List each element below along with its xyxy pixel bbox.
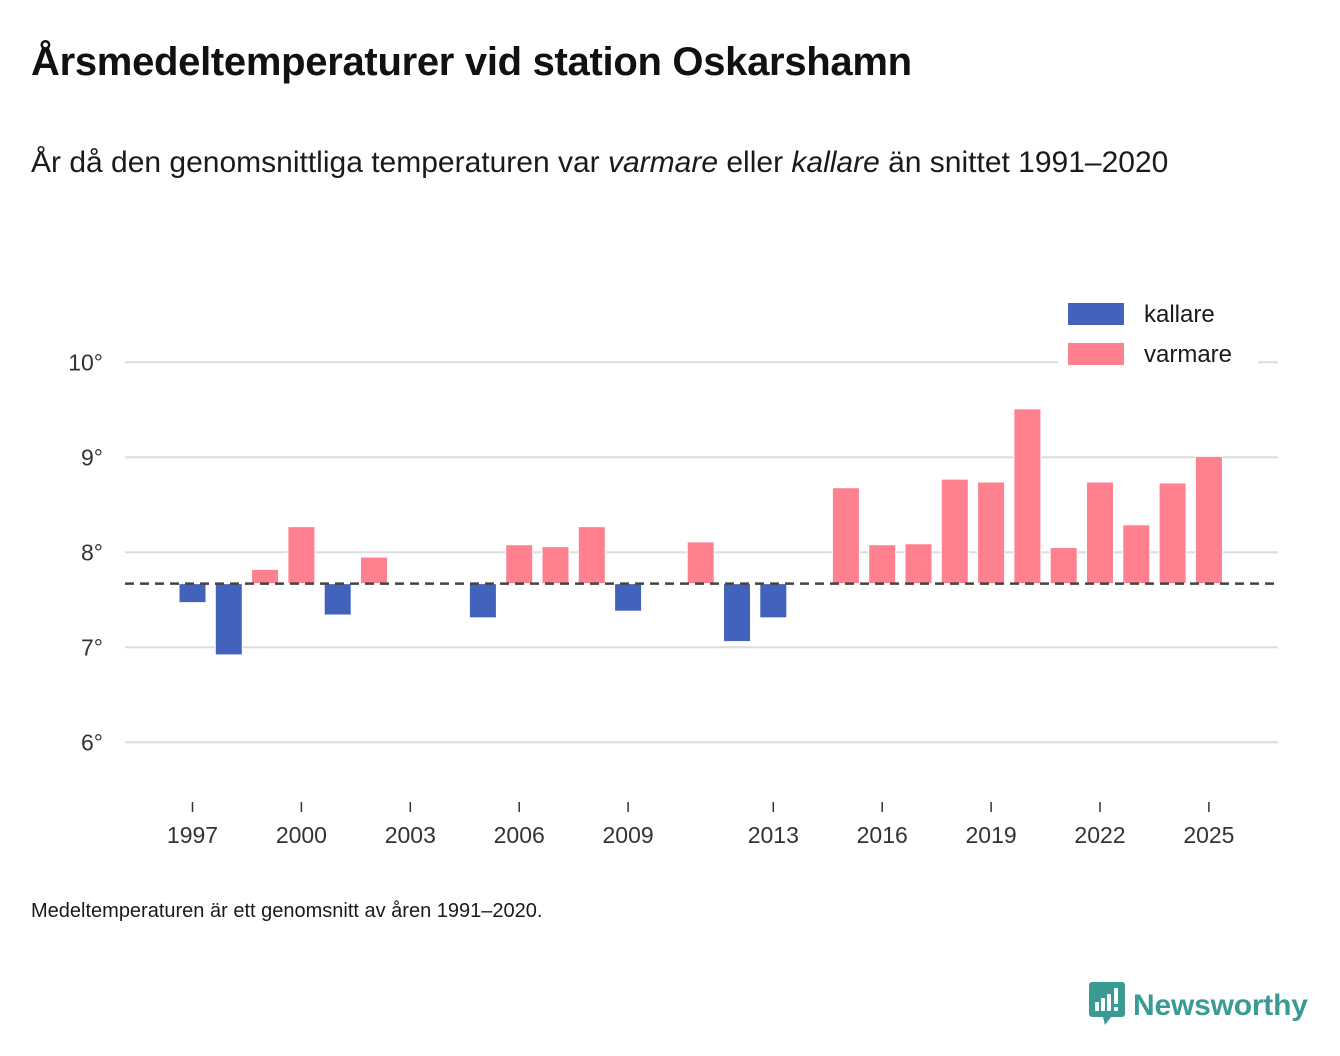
subtitle-warmer: varmare <box>608 146 719 179</box>
x-tick-label: 2019 <box>966 822 1017 848</box>
bar-2015 <box>831 487 860 585</box>
bar-2022 <box>1086 481 1114 585</box>
bar-2007 <box>541 546 570 585</box>
y-tick-label: 8° <box>81 539 103 565</box>
bar-2009 <box>614 583 643 612</box>
bar-2023 <box>1122 524 1151 585</box>
bar-1998 <box>214 583 243 656</box>
legend-label-varmare: varmare <box>1144 341 1232 368</box>
bar-2020 <box>1013 408 1042 585</box>
legend-swatch-varmare <box>1068 343 1124 365</box>
y-tick-label: 10° <box>68 349 103 375</box>
bar-2006 <box>505 544 534 585</box>
subtitle-text: År då den genomsnittliga temperaturen va… <box>31 146 608 179</box>
footnote: Medeltemperaturen är ett genomsnitt av å… <box>31 900 543 922</box>
chart-subtitle: År då den genomsnittliga temperaturen va… <box>31 140 1271 186</box>
bar-2013 <box>759 583 788 619</box>
x-tick-label: 1997 <box>167 822 218 848</box>
bar-2025 <box>1194 455 1223 585</box>
bar-chart: 6° 7° 8° 9° 10° 1997 2000 2003 2006 2009 2013 2016… <box>68 296 1278 848</box>
x-tick-label: 2013 <box>748 822 799 848</box>
subtitle-colder: kallare <box>791 146 880 179</box>
bar-1999 <box>251 568 280 585</box>
bar-2024 <box>1158 482 1187 585</box>
x-axis: 1997 2000 2003 2006 2009 2013 2016 2019 2022 2025 <box>167 802 1234 848</box>
y-tick-label: 9° <box>81 444 103 470</box>
bar-2000 <box>287 526 316 585</box>
bar-2001 <box>323 583 352 616</box>
x-tick-label: 2025 <box>1183 822 1234 848</box>
legend: kallare varmare <box>1058 296 1258 376</box>
brand-logo[interactable]: Newsworthy <box>1089 982 1308 1030</box>
bars <box>178 408 1223 656</box>
x-tick-label: 2016 <box>857 822 908 848</box>
subtitle-text: än snittet 1991–2020 <box>879 146 1169 179</box>
bar-2016 <box>868 544 897 585</box>
bar-2012 <box>723 583 751 643</box>
x-tick-label: 2000 <box>276 822 327 848</box>
newsworthy-logo-icon <box>1089 982 1125 1030</box>
bar-2002 <box>360 556 388 585</box>
bar-2018 <box>940 478 969 585</box>
subtitle-text: eller <box>718 146 792 179</box>
y-tick-label: 7° <box>81 634 103 660</box>
bar-1997 <box>178 583 207 604</box>
x-tick-label: 2009 <box>603 822 654 848</box>
x-tick-label: 2003 <box>385 822 436 848</box>
y-tick-label: 6° <box>81 729 103 755</box>
bar-2021 <box>1049 547 1078 585</box>
bar-2008 <box>577 526 606 585</box>
chart-title: Årsmedeltemperaturer vid station Oskarsh… <box>31 40 912 84</box>
legend-label-kallare: kallare <box>1144 301 1215 328</box>
x-tick-label: 2006 <box>494 822 545 848</box>
legend-swatch-kallare <box>1068 303 1124 325</box>
bar-2011 <box>686 541 715 585</box>
bar-2005 <box>468 583 497 619</box>
bar-2019 <box>977 481 1006 585</box>
brand-name: Newsworthy <box>1133 989 1308 1022</box>
bar-2017 <box>904 543 933 585</box>
y-axis: 6° 7° 8° 9° 10° <box>68 349 103 755</box>
x-tick-label: 2022 <box>1074 822 1125 848</box>
